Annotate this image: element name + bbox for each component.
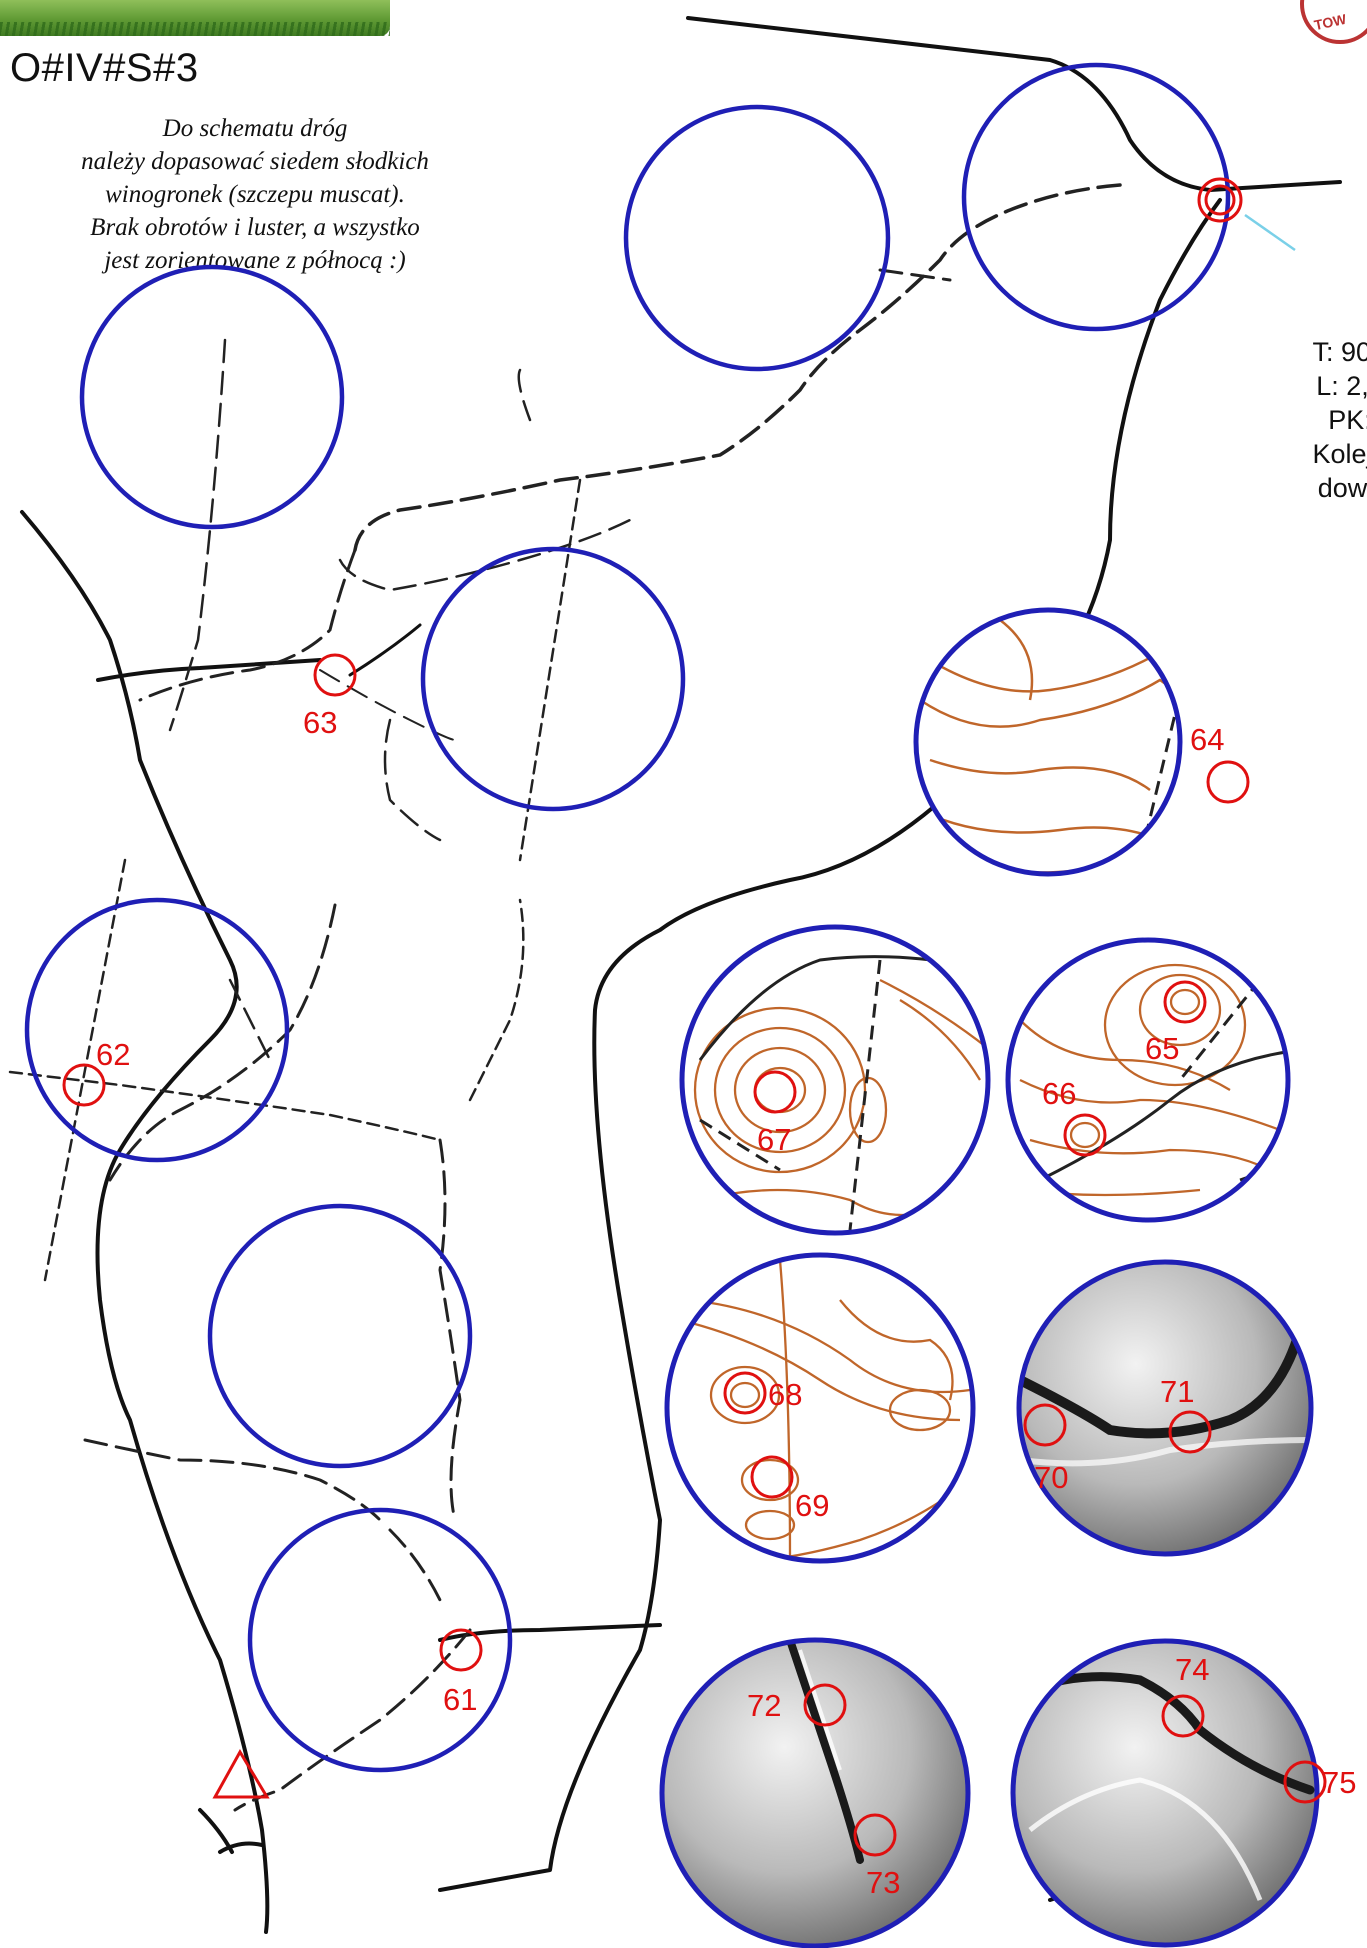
schema-circle bbox=[623, 104, 891, 372]
instruction-line: jest zorientowane z północą :) bbox=[104, 247, 406, 274]
path-dashed bbox=[383, 718, 442, 842]
path-dashed bbox=[228, 978, 272, 1062]
control-label-65: 65 bbox=[1145, 1031, 1179, 1066]
path-dashed bbox=[518, 478, 582, 862]
instructions: Do schematu dróg należy dopasować siedem… bbox=[30, 112, 480, 277]
path-dashed bbox=[138, 548, 357, 702]
schema-circle bbox=[207, 1203, 473, 1469]
control-circle-63 bbox=[313, 653, 357, 697]
road-solid bbox=[218, 1841, 264, 1854]
schema-circle bbox=[420, 546, 686, 812]
schema-circle bbox=[961, 62, 1231, 332]
instruction-line: należy dopasować siedem słodkich bbox=[81, 148, 429, 175]
control-circle-67 bbox=[753, 1070, 797, 1114]
schema-circle bbox=[247, 1507, 513, 1773]
instruction-line: Brak obrotów i luster, a wszystko bbox=[90, 214, 420, 241]
page-title: O#IV#S#3 bbox=[10, 46, 199, 90]
path-dashed bbox=[43, 858, 127, 1282]
path-dashed bbox=[353, 183, 1122, 552]
path-dashed bbox=[108, 903, 337, 1182]
start-triangle bbox=[212, 1749, 270, 1799]
road-solid bbox=[686, 16, 1342, 192]
path-dashed bbox=[438, 1138, 462, 1522]
control-label-63: 63 bbox=[303, 705, 337, 740]
control-label-64: 64 bbox=[1190, 722, 1224, 757]
grape-panel-contour-65-66 bbox=[1005, 937, 1291, 1223]
control-label-74: 74 bbox=[1175, 1652, 1209, 1687]
control-label-62: 62 bbox=[96, 1037, 130, 1072]
path-dashed bbox=[8, 1070, 442, 1142]
control-label-61: 61 bbox=[443, 1682, 477, 1717]
path-dashed bbox=[878, 268, 952, 282]
control-circle-75 bbox=[1283, 1760, 1327, 1804]
finish-double-circle bbox=[1197, 177, 1243, 223]
control-circle-72 bbox=[803, 1683, 847, 1727]
path-dashed bbox=[83, 1438, 382, 1522]
path-dashed bbox=[517, 368, 532, 422]
control-circle-62 bbox=[62, 1063, 106, 1107]
control-circle-70 bbox=[1023, 1403, 1067, 1447]
control-label-67: 67 bbox=[757, 1122, 791, 1157]
control-circle-64 bbox=[1206, 760, 1250, 804]
path-dashed bbox=[468, 898, 525, 1102]
control-circle-65 bbox=[1163, 980, 1207, 1024]
instruction-line: Do schematu dróg bbox=[162, 115, 348, 142]
control-label-72: 72 bbox=[747, 1688, 781, 1723]
info-line: PK: bbox=[1328, 405, 1367, 435]
control-circle-66 bbox=[1063, 1113, 1107, 1157]
control-label-73: 73 bbox=[866, 1865, 900, 1900]
grape-panel-relief-74-75 bbox=[1010, 1638, 1320, 1948]
info-line: T: 90 - bbox=[1312, 337, 1367, 367]
control-label-71: 71 bbox=[1160, 1374, 1194, 1409]
control-label-70: 70 bbox=[1034, 1460, 1068, 1495]
instruction-line: winogronek (szczepu muscat). bbox=[105, 181, 405, 208]
control-circle-74 bbox=[1161, 1694, 1205, 1738]
path-dashed bbox=[233, 1628, 472, 1812]
path-dashed bbox=[388, 1528, 442, 1602]
schema-circle bbox=[79, 264, 345, 530]
grape-panel-relief-72-73 bbox=[659, 1637, 971, 1948]
grape-panel-contour-64 bbox=[913, 607, 1183, 877]
control-circle-69 bbox=[750, 1455, 794, 1499]
info-line: dowo bbox=[1317, 473, 1367, 503]
control-circle-73 bbox=[853, 1813, 897, 1857]
grape-panel-relief-70-71 bbox=[1016, 1259, 1314, 1557]
road-solid bbox=[438, 1623, 662, 1642]
road-solid bbox=[438, 198, 1222, 1892]
path-dashed bbox=[168, 338, 227, 732]
info-line: Kolejn bbox=[1312, 439, 1367, 469]
control-label-69: 69 bbox=[795, 1488, 829, 1523]
control-circle-68 bbox=[723, 1371, 767, 1415]
finish-arrow bbox=[1244, 213, 1296, 252]
road-solid bbox=[96, 658, 322, 682]
road-solid bbox=[198, 1808, 234, 1854]
schema-circle bbox=[24, 897, 290, 1163]
control-label-66: 66 bbox=[1042, 1076, 1076, 1111]
road-solid bbox=[348, 623, 422, 677]
control-circle-71 bbox=[1168, 1410, 1212, 1454]
path-dashed bbox=[338, 518, 632, 592]
info-line: L: 2,6 bbox=[1316, 371, 1367, 401]
control-label-68: 68 bbox=[768, 1377, 802, 1412]
road-solid bbox=[20, 510, 270, 1934]
path-dashed bbox=[319, 669, 456, 741]
course-info: T: 90 - L: 2,6 PK: Kolejn dowo bbox=[1275, 335, 1367, 505]
grape-panel-contour-67 bbox=[679, 924, 991, 1236]
grape-panel-contour-68-69 bbox=[664, 1252, 976, 1564]
grass-decoration bbox=[0, 22, 390, 36]
control-label-75: 75 bbox=[1322, 1765, 1356, 1800]
control-circle-61 bbox=[439, 1628, 483, 1672]
